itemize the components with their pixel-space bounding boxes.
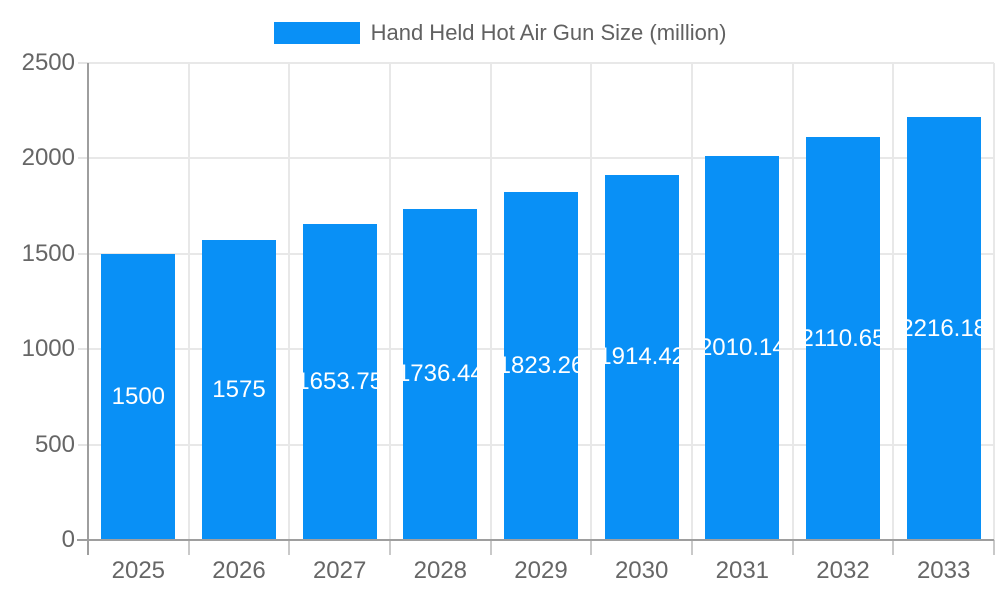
x-axis-tick [187,540,190,555]
y-axis-label: 500 [34,430,75,458]
y-grid-line [88,62,994,64]
y-axis-label: 0 [61,526,75,553]
y-axis-tick [78,443,88,446]
x-axis-label: 2033 [916,557,971,584]
legend-label: Hand Held Hot Air Gun Size (million) [370,20,727,45]
y-axis-line [87,63,89,555]
x-grid-line [389,63,391,540]
x-grid-line [288,63,291,540]
x-axis-label: 2027 [312,557,367,584]
bar[interactable]: 1914.42 [604,174,679,540]
bar-value-label: 1653.75 [302,368,377,396]
y-axis-tick [78,252,88,255]
y-axis-label: 1500 [21,239,75,267]
x-axis-label: 2026 [212,557,266,584]
y-grid-line [88,157,994,160]
x-axis-tick [892,540,895,555]
y-axis-tick [78,348,88,351]
bar[interactable]: 1823.26 [504,192,578,540]
y-axis-label: 2500 [21,49,75,76]
bar[interactable]: 1500 [101,253,176,540]
bar-value-label: 1823.26 [504,352,578,380]
bar[interactable]: 1736.44 [403,208,478,540]
x-axis-line [77,539,994,541]
x-axis-label: 2029 [514,557,568,584]
bar[interactable]: 1653.75 [302,224,377,540]
x-axis-tick [489,540,492,555]
x-axis-tick [288,540,291,555]
x-axis-tick [993,540,995,555]
y-axis-tick [78,62,88,64]
y-axis-label: 1000 [21,335,75,363]
x-axis-tick [590,540,593,555]
bar[interactable]: 2110.65 [806,137,880,540]
bar-value-label: 1914.42 [604,343,679,371]
legend[interactable]: Hand Held Hot Air Gun Size (million) [0,20,1000,46]
bar[interactable]: 1575 [202,239,276,540]
bar-value-label: 1500 [111,382,166,410]
bar-value-label: 1575 [212,375,266,403]
x-axis-label: 2028 [413,557,468,584]
legend-swatch-icon [273,22,360,44]
plot-area: 1500 1575 1653.75 1736.44 1823.26 1914.42 2010… [22,49,995,584]
x-grid-line [791,63,794,540]
x-axis-tick [791,540,794,555]
x-axis-tick [691,540,693,555]
x-axis-label: 2030 [614,557,669,584]
x-grid-line [590,63,593,540]
x-grid-line [489,63,492,540]
bar[interactable]: 2216.18 [906,117,981,540]
x-grid-line [892,63,895,540]
x-grid-line [187,63,190,540]
bar-value-label: 2110.65 [806,324,880,352]
x-axis-tick [389,540,391,555]
bar-value-label: 2216.18 [906,314,981,342]
x-axis-label: 2025 [111,557,166,584]
x-grid-line [993,63,995,540]
x-axis-label: 2032 [816,557,870,584]
x-axis-label: 2031 [715,557,770,584]
bar-value-label: 1736.44 [403,360,478,388]
x-grid-line [691,63,693,540]
y-axis-label: 2000 [21,144,75,172]
bar-value-label: 2010.14 [705,334,780,362]
bar[interactable]: 2010.14 [705,156,780,540]
y-axis-tick [78,157,88,160]
